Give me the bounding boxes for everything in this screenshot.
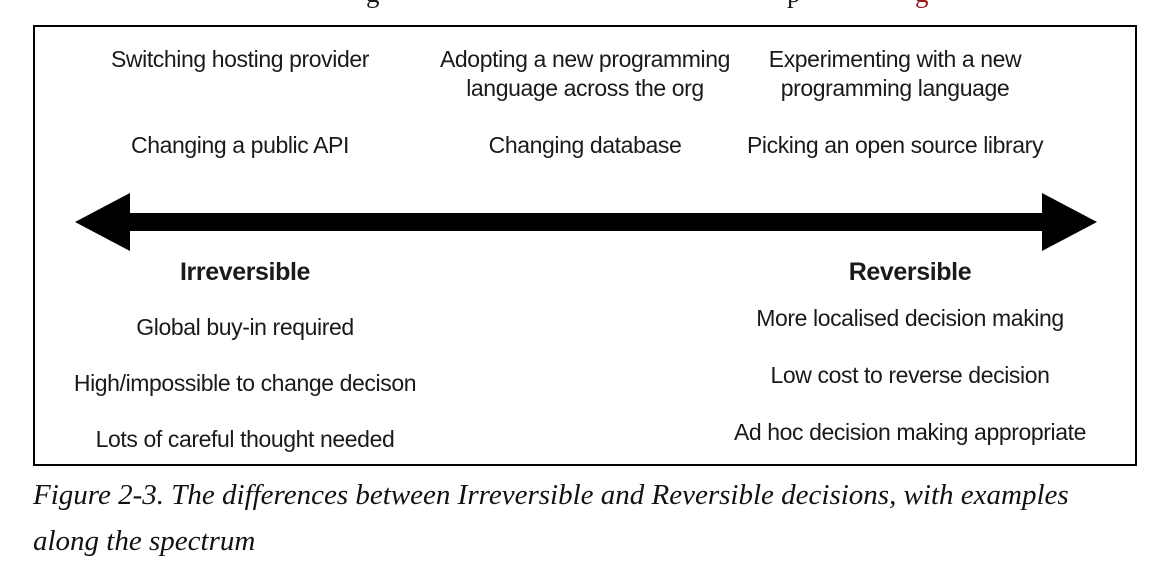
spectrum-arrow-icon <box>75 192 1097 252</box>
example-item: Experimenting with a new programming lan… <box>735 45 1055 103</box>
example-item: Changing database <box>488 132 682 158</box>
clipped-link-text-fragment[interactable]: g <box>915 0 929 9</box>
figure-caption-line: Figure 2-3. The differences between Irre… <box>33 479 1069 511</box>
clipped-body-text-line: g p g <box>0 0 1160 11</box>
trait-item: Global buy-in required <box>136 314 354 340</box>
example-item: Adopting a new programming language acro… <box>430 45 740 103</box>
trait-item: More localised decision making <box>756 305 1064 331</box>
example-item: Changing a public API <box>131 132 349 158</box>
example-item: Picking an open source library <box>746 132 1044 158</box>
trait-item: Low cost to reverse decision <box>770 362 1050 388</box>
trait-item: Lots of careful thought needed <box>95 426 395 452</box>
example-item-line: programming language <box>780 75 1010 101</box>
reversible-label: Reversible <box>848 258 972 286</box>
example-item-line: Adopting a new programming <box>439 46 731 72</box>
reversible-trait-list: More localised decision making Low cost … <box>695 304 1125 475</box>
example-item-line: Experimenting with a new <box>768 46 1022 72</box>
trait-item: Ad hoc decision making appropriate <box>733 419 1087 445</box>
figure-caption: Figure 2-3. The differences between Irre… <box>33 472 1148 564</box>
irreversible-trait-list: Global buy-in required High/impossible t… <box>45 313 445 481</box>
clipped-text-fragment: g <box>366 0 380 9</box>
figure-frame: Switching hosting provider Changing a pu… <box>33 25 1137 466</box>
figure-caption-line: along the spectrum <box>33 525 256 557</box>
example-item-line: language across the org <box>466 75 704 101</box>
clipped-text-fragment: p <box>787 0 801 9</box>
irreversible-label: Irreversible <box>179 258 310 286</box>
trait-item: High/impossible to change decison <box>73 370 417 396</box>
example-item: Switching hosting provider <box>110 46 370 72</box>
